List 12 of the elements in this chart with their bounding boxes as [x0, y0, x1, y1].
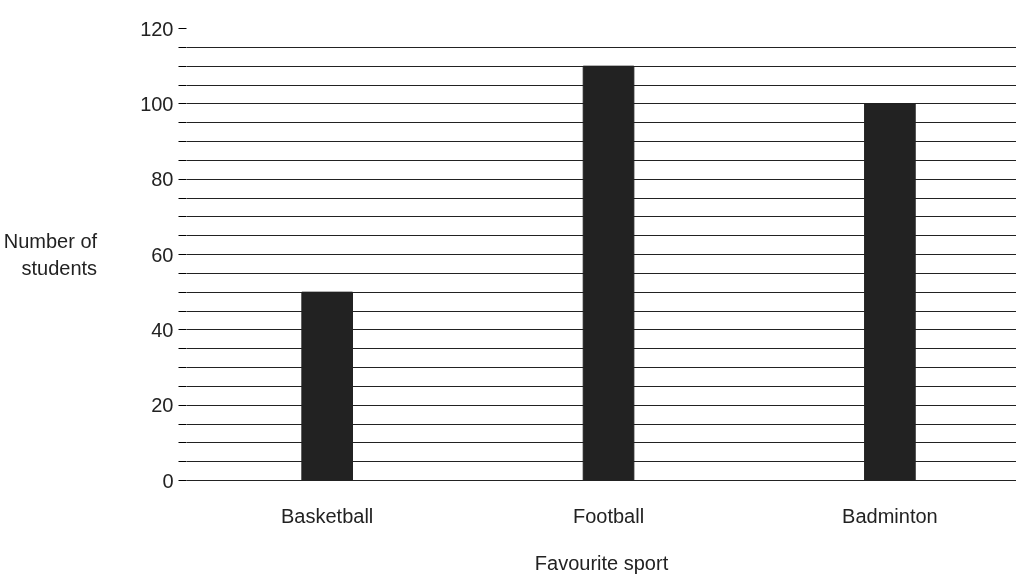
y-tick-label: 40	[151, 318, 174, 341]
y-tick-label: 0	[162, 469, 174, 492]
y-axis-title: Number of students	[3, 230, 98, 279]
x-tick-label: Badminton	[842, 504, 938, 527]
y-tick-label: 120	[140, 17, 174, 40]
y-tick-label: 60	[151, 243, 174, 266]
y-tick-label: 80	[151, 168, 174, 191]
x-tick-label: Basketball	[281, 504, 374, 527]
y-tick-label: 20	[151, 394, 174, 417]
x-axis-title: Favourite sport	[534, 551, 669, 574]
x-tick-label: Football	[572, 504, 645, 527]
y-tick-label: 100	[140, 92, 174, 115]
